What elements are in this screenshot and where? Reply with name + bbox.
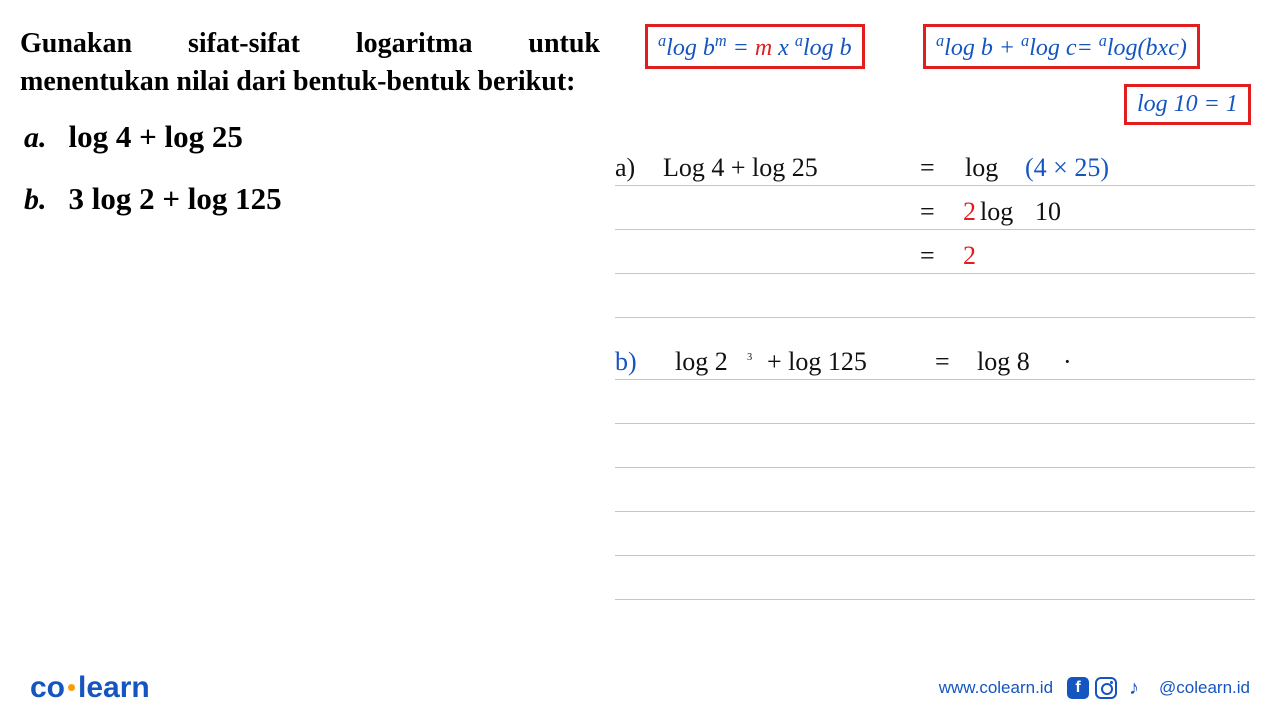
- question-item-b: b. 3 log 2 + log 125: [20, 181, 600, 217]
- question-prompt: Gunakan sifat-sifat logaritma untuk mene…: [20, 25, 600, 101]
- work-segment: b): [615, 347, 637, 377]
- work-line: [615, 512, 1255, 556]
- work-segment: 2: [963, 197, 976, 227]
- work-segment: log: [965, 153, 998, 183]
- work-segment: =: [920, 197, 935, 227]
- footer: colearn www.colearn.id f ♪ @colearn.id: [0, 656, 1280, 720]
- question-items: a. log 4 + log 25 b. 3 log 2 + log 125: [20, 119, 600, 217]
- logo-co: co: [30, 671, 65, 704]
- item-expression: 3 log 2 + log 125: [69, 181, 282, 217]
- work-segment: log 8: [977, 347, 1030, 377]
- footer-handle: @colearn.id: [1159, 678, 1250, 698]
- logo-learn: learn: [78, 671, 150, 704]
- tiktok-icon: ♪: [1123, 677, 1145, 699]
- work-area: a)Log 4 + log 25=log(4 × 25)=2log10=2b)l…: [615, 142, 1255, 600]
- work-segment: 10: [1035, 197, 1061, 227]
- item-expression: log 4 + log 25: [69, 119, 243, 155]
- work-line: b) log 2 3 + log 125 = log 8 ·: [615, 336, 1255, 380]
- logo-dot-icon: [68, 684, 75, 691]
- facebook-icon: f: [1067, 677, 1089, 699]
- formula-box-log10: log 10 = 1: [1124, 84, 1251, 125]
- work-segment: (4 × 25): [1025, 153, 1109, 183]
- work-line: = 2log 10: [615, 186, 1255, 230]
- work-line: [615, 424, 1255, 468]
- work-segment: ·: [1063, 347, 1072, 377]
- social-icons: f ♪: [1067, 677, 1145, 699]
- work-segment: =: [920, 153, 935, 183]
- work-segment: log 2: [675, 347, 728, 377]
- work-line: a) Log 4 + log 25 = log (4 × 25): [615, 142, 1255, 186]
- work-line: [615, 556, 1255, 600]
- formula-box-power-rule: alog bm = m x alog b: [645, 24, 865, 69]
- work-line: =2: [615, 230, 1255, 274]
- work-line: [615, 468, 1255, 512]
- work-segment: a): [615, 153, 635, 183]
- question-panel: Gunakan sifat-sifat logaritma untuk mene…: [20, 25, 600, 243]
- work-line: [615, 380, 1255, 424]
- item-label: b.: [24, 183, 47, 217]
- work-segment: 3: [747, 352, 752, 363]
- brand-logo: colearn: [30, 671, 150, 705]
- footer-url: www.colearn.id: [939, 678, 1053, 698]
- work-segment: Log 4 + log 25: [663, 153, 818, 183]
- instagram-icon: [1095, 677, 1117, 699]
- work-line: [615, 274, 1255, 318]
- work-segment: + log 125: [767, 347, 867, 377]
- work-segment: =: [920, 241, 935, 271]
- work-segment: 2: [963, 241, 976, 271]
- item-label: a.: [24, 121, 47, 155]
- footer-right: www.colearn.id f ♪ @colearn.id: [939, 677, 1250, 699]
- work-segment: log: [980, 197, 1013, 227]
- formula-box-product-rule: alog b + alog c= alog(bxc): [923, 24, 1200, 69]
- question-item-a: a. log 4 + log 25: [20, 119, 600, 155]
- work-segment: =: [935, 347, 950, 377]
